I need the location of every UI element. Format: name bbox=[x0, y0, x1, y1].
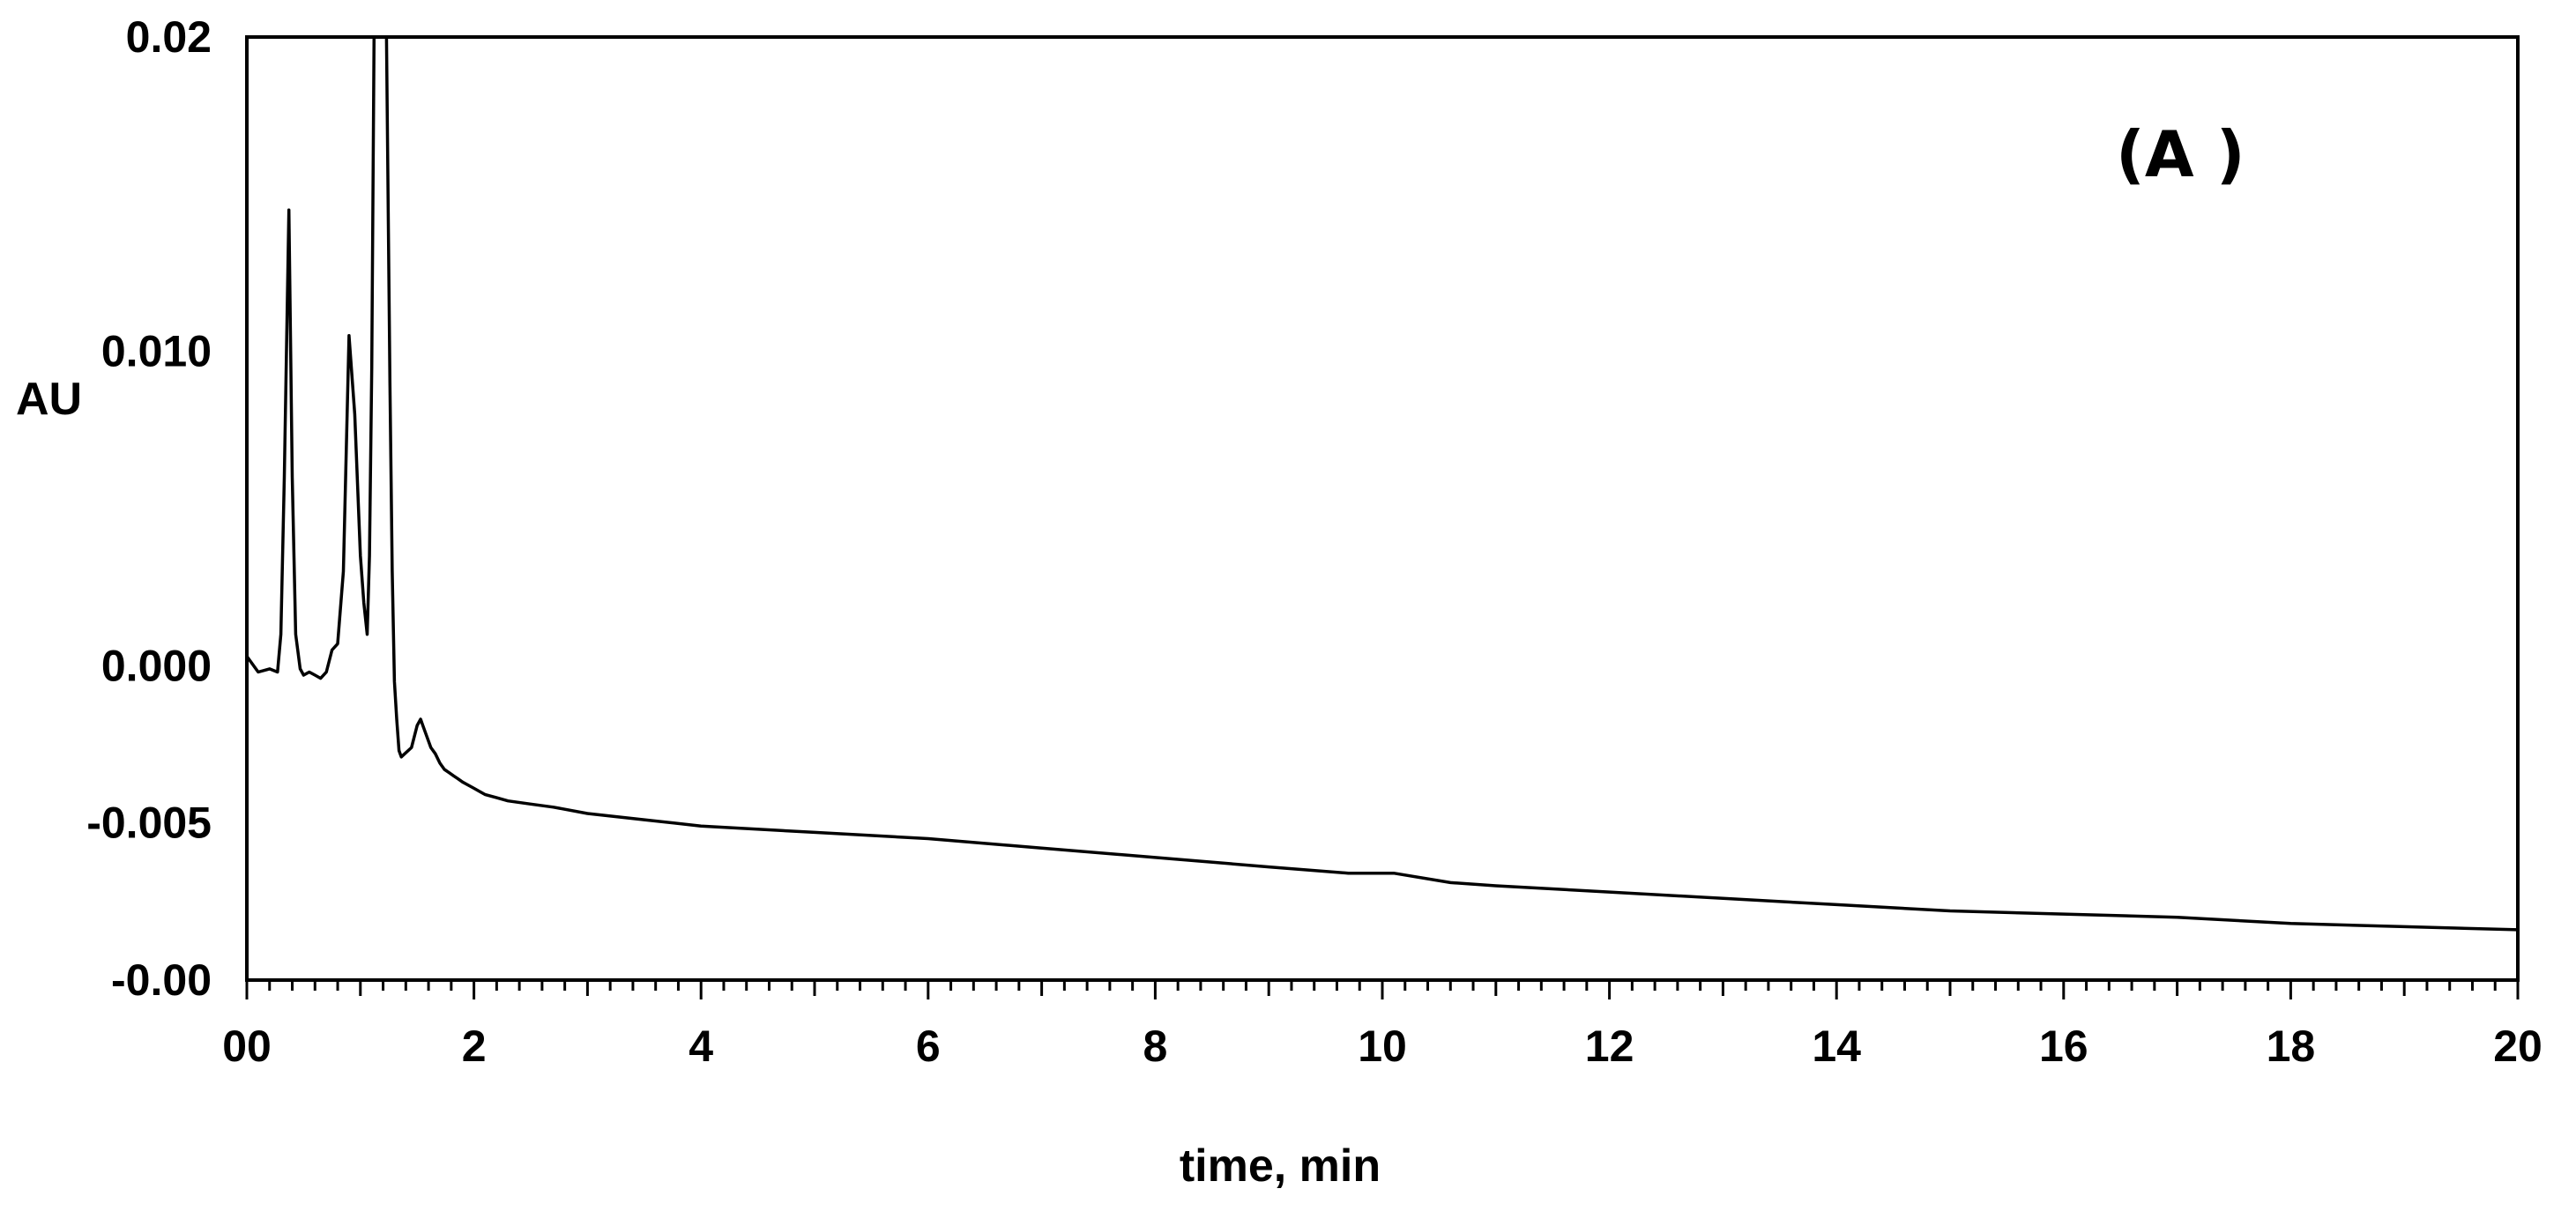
y-tick-label: 0.010 bbox=[101, 327, 212, 376]
x-tick-label: 4 bbox=[689, 1022, 713, 1071]
y-tick-label: -0.00 bbox=[111, 955, 212, 1005]
y-axis-ticks: 0.02 0.010 0.000 -0.005 -0.00 bbox=[86, 12, 212, 1005]
x-tick-label: 18 bbox=[2267, 1022, 2316, 1071]
x-tick-label: 20 bbox=[2493, 1022, 2542, 1071]
x-tick-label: 16 bbox=[2039, 1022, 2088, 1071]
y-tick-label: -0.005 bbox=[86, 799, 212, 848]
x-tick-label: 2 bbox=[462, 1022, 487, 1071]
panel-label: (A ) bbox=[2116, 117, 2245, 191]
x-tick-label: 12 bbox=[1585, 1022, 1634, 1071]
y-axis-title: AU bbox=[16, 374, 82, 425]
x-tick-label: 00 bbox=[222, 1022, 272, 1071]
x-axis-ticks: 00 2 4 6 8 10 12 14 16 18 20 bbox=[222, 980, 2542, 1071]
x-axis-title: time, min bbox=[1180, 1140, 1381, 1192]
y-tick-label: 0.02 bbox=[126, 12, 212, 62]
y-tick-label: 0.000 bbox=[101, 641, 212, 690]
x-tick-label: 8 bbox=[1143, 1022, 1167, 1071]
chromatogram-trace bbox=[245, 35, 2519, 932]
x-tick-label: 14 bbox=[1812, 1022, 1861, 1071]
x-tick-label: 6 bbox=[916, 1022, 941, 1071]
x-tick-label: 10 bbox=[1358, 1022, 1407, 1071]
